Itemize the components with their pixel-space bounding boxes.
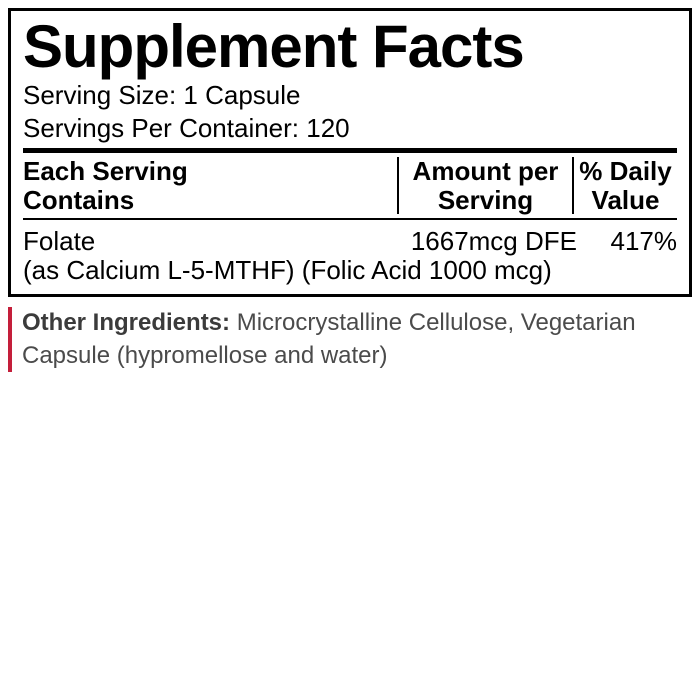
servings-per-container: Servings Per Container: 120: [23, 112, 677, 145]
nutrient-subline: (as Calcium L-5-MTHF) (Folic Acid 1000 m…: [23, 255, 677, 286]
table-row: Folate 1667mcg DFE 417%: [23, 220, 677, 257]
header-col1-line1: Each Serving: [23, 156, 188, 186]
supplement-facts-panel: Supplement Facts Serving Size: 1 Capsule…: [8, 8, 692, 297]
header-dv: % Daily Value: [572, 157, 677, 214]
servings-per-container-value: 120: [306, 113, 349, 143]
serving-size-value: 1 Capsule: [183, 80, 300, 110]
nutrient-name: Folate: [23, 226, 367, 257]
header-col2-line1: Amount per: [413, 156, 559, 186]
nutrient-dv: 417%: [577, 226, 677, 257]
header-amount: Amount per Serving: [397, 157, 572, 214]
nutrient-amount: 1667mcg DFE: [367, 226, 577, 257]
header-each-serving: Each Serving Contains: [23, 157, 397, 214]
header-col2-line2: Serving: [438, 185, 533, 215]
header-col1-line2: Contains: [23, 185, 134, 215]
panel-title: Supplement Facts: [23, 17, 677, 77]
header-col3-line1: % Daily: [579, 156, 672, 186]
other-ingredients-label: Other Ingredients:: [22, 309, 230, 336]
table-header-row: Each Serving Contains Amount per Serving…: [23, 155, 677, 220]
header-col3-line2: Value: [592, 185, 660, 215]
other-ingredients: Other Ingredients: Microcrystalline Cell…: [8, 307, 692, 372]
servings-per-container-label: Servings Per Container:: [23, 113, 299, 143]
serving-size: Serving Size: 1 Capsule: [23, 79, 677, 112]
serving-size-label: Serving Size:: [23, 80, 176, 110]
divider-thick: [23, 148, 677, 153]
